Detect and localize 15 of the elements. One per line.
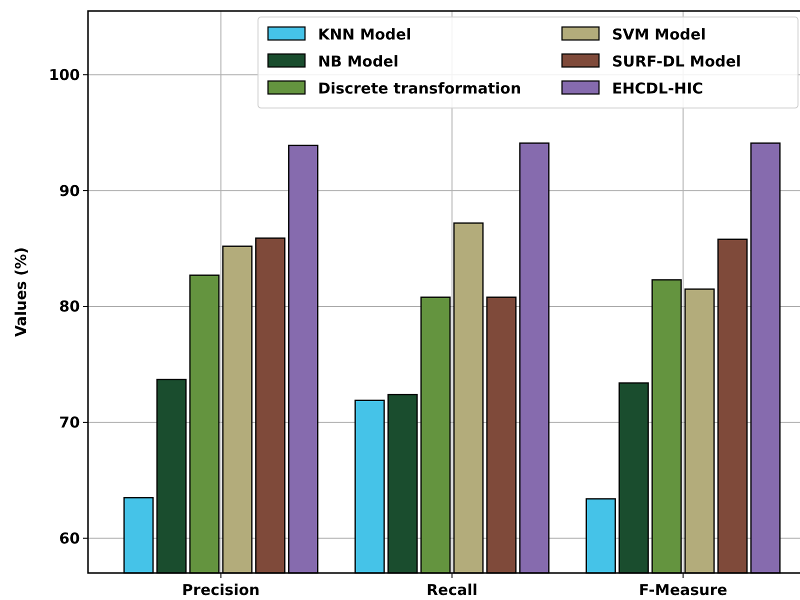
y-tick-label: 60 [59, 529, 80, 548]
y-tick-label: 70 [59, 414, 80, 432]
y-tick-label: 90 [59, 182, 80, 200]
y-axis-title: Values (%) [12, 247, 30, 337]
legend-label: SURF-DL Model [612, 52, 742, 70]
legend-label: NB Model [318, 52, 398, 70]
legend-label: EHCDL-HIC [612, 79, 704, 98]
y-tick-label: 100 [48, 66, 80, 84]
x-tick-label: Recall [426, 581, 478, 599]
legend-label: KNN Model [318, 25, 412, 44]
legend-label: Discrete transformation [318, 79, 522, 98]
y-tick-label: 80 [59, 298, 80, 316]
x-tick-label: Precision [182, 581, 260, 599]
legend-label: SVM Model [612, 25, 706, 44]
x-tick-label: F-Measure [638, 581, 728, 599]
